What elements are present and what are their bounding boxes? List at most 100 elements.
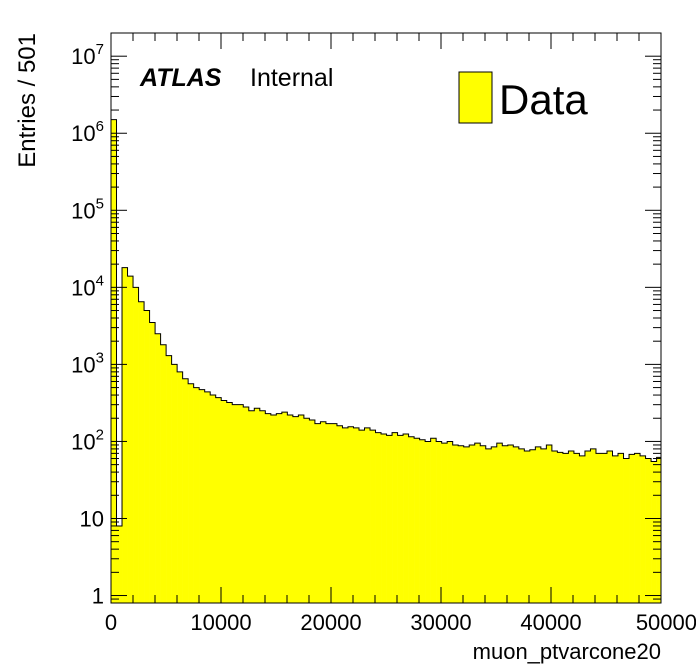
histogram-bar (127, 276, 134, 603)
histogram-bar (347, 426, 354, 603)
histogram-bar (535, 446, 542, 603)
histogram-outline (110, 119, 662, 603)
histogram-bar (116, 525, 123, 603)
histogram-bar (215, 397, 222, 603)
y-tick-base: 1 (92, 584, 104, 609)
histogram-bar (336, 425, 343, 603)
x-axis-label: muon_ptvarcone20 (473, 639, 661, 664)
histogram-bar (573, 453, 580, 603)
y-tick-base: 10 (71, 275, 95, 300)
histogram-bar (601, 453, 608, 603)
histogram-bar (353, 427, 360, 603)
histogram-bar (513, 446, 520, 603)
histogram-bar (551, 451, 558, 603)
histogram-bar (298, 415, 305, 603)
histogram-bar (265, 413, 272, 603)
histogram-bar (469, 444, 476, 603)
y-tick-exponent: 6 (96, 118, 104, 135)
histogram-bar (584, 451, 591, 603)
histogram-bar (232, 404, 239, 603)
histogram-bar (171, 364, 178, 603)
histogram-bar (325, 423, 332, 603)
histogram-bar (485, 448, 492, 603)
histogram-bar (557, 452, 564, 603)
x-tick-label: 0 (105, 610, 117, 635)
x-tick-label: 20000 (300, 610, 361, 635)
histogram-bar (259, 410, 266, 603)
histogram-bar (199, 389, 205, 603)
histogram-bar (226, 402, 233, 603)
y-tick-label: 107 (71, 41, 104, 69)
y-tick-label: 1 (92, 584, 104, 609)
y-tick-base: 10 (71, 352, 95, 377)
histogram-bar (491, 446, 498, 603)
histogram-bar (122, 267, 128, 603)
x-tick-label: 40000 (520, 610, 581, 635)
histogram-bars (111, 119, 662, 604)
histogram-bar (270, 415, 277, 603)
histogram-bar (480, 445, 487, 603)
y-tick-label: 105 (71, 195, 104, 223)
histogram-bar (447, 441, 453, 603)
histogram-bar (160, 344, 167, 603)
histogram-bar (166, 355, 172, 603)
histogram-bar (138, 301, 145, 603)
histogram-bar (111, 119, 117, 604)
histogram-bar (540, 448, 547, 603)
histogram-bar (221, 400, 228, 603)
histogram-bar (144, 310, 150, 603)
histogram-bar (463, 446, 470, 603)
histogram-bar (314, 423, 321, 603)
y-tick-label: 103 (71, 349, 104, 377)
histogram-bar (441, 443, 448, 603)
legend-label: Data (499, 76, 588, 123)
histogram-bar (458, 445, 464, 603)
histogram-bar (370, 430, 376, 603)
plot-frame (110, 32, 662, 604)
histogram-bar (133, 287, 139, 603)
y-tick-base: 10 (80, 507, 104, 532)
histogram-bar (188, 383, 194, 603)
histogram-bar (618, 453, 624, 603)
y-tick-exponent: 3 (96, 349, 104, 366)
histogram-bar (182, 378, 189, 603)
histogram-bar (629, 454, 635, 603)
x-tick-label: 50000 (636, 610, 696, 635)
y-tick-label: 106 (71, 118, 104, 146)
histogram-bar (331, 423, 338, 603)
histogram-bar (430, 438, 437, 603)
y-tick-exponent: 2 (96, 426, 104, 443)
histogram-bar (254, 408, 261, 603)
histogram-bar (634, 453, 641, 603)
histogram-bar (590, 448, 597, 603)
histogram-bar (579, 455, 586, 603)
histogram-bar (612, 455, 619, 603)
x-tick-labels: 0 10000 20000 30000 40000 50000 (105, 610, 696, 635)
histogram-bar (281, 412, 288, 603)
atlas-label: ATLAS (139, 64, 222, 92)
y-tick-base: 10 (71, 44, 95, 69)
histogram-bar (292, 416, 299, 603)
histogram-bar (320, 421, 327, 603)
histogram-bar (177, 371, 183, 603)
histogram-bar (474, 443, 481, 603)
histogram-bar (276, 413, 283, 603)
histogram-bar (149, 322, 156, 603)
histogram-bar (243, 406, 250, 603)
histogram-bar (237, 404, 244, 603)
histogram-bar (248, 410, 255, 603)
histogram-bar (452, 444, 459, 603)
histogram-bar (386, 435, 393, 603)
y-tick-exponent: 7 (96, 41, 104, 58)
histogram-bar (419, 439, 426, 603)
histogram-bar (287, 415, 294, 603)
y-tick-exponent: 4 (96, 272, 104, 289)
atlas-status: Internal (250, 64, 333, 92)
y-tick-label: 104 (71, 272, 104, 300)
histogram-bar (204, 391, 211, 603)
x-tick-label: 10000 (190, 610, 251, 635)
histogram-bar (640, 455, 646, 603)
y-tick-label: 102 (71, 426, 104, 454)
histogram-bar (381, 433, 387, 603)
